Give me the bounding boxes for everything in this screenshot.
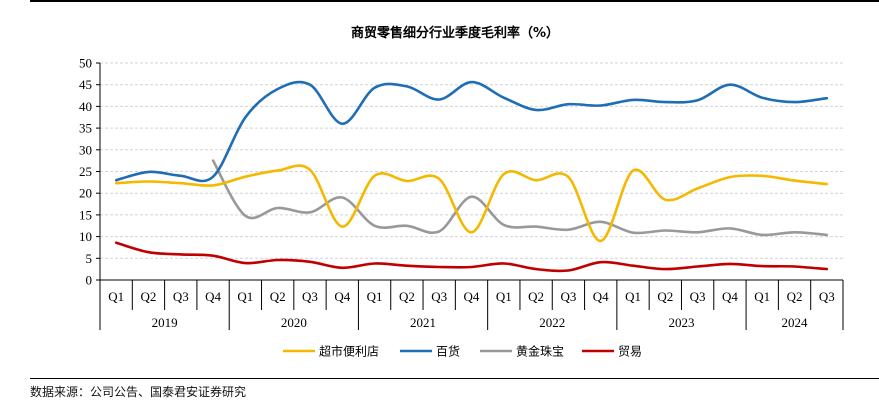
x-tick-label: Q4: [722, 289, 738, 304]
chart-title: 商贸零售细分行业季度毛利率（%）: [351, 25, 559, 41]
top-rule: [30, 0, 879, 2]
x-tick-label: Q3: [690, 289, 706, 304]
x-tick-label: Q2: [528, 289, 544, 304]
x-tick-label: Q4: [593, 289, 609, 304]
x-tick-label: Q3: [560, 289, 576, 304]
x-tick-label: Q1: [367, 289, 383, 304]
y-tick-label: 10: [79, 229, 92, 244]
x-tick-label: Q3: [173, 289, 189, 304]
year-label: 2019: [152, 315, 178, 330]
grid-layer: [100, 62, 843, 259]
source-note: 数据来源：公司公告、国泰君安证券研究: [30, 385, 247, 399]
x-tick-label: Q4: [464, 289, 480, 304]
y-tick-label: 45: [79, 77, 92, 92]
x-tick-label: Q2: [141, 289, 157, 304]
bottom-rule: [30, 378, 879, 379]
series-line-4: [114, 241, 829, 273]
x-tick-label: Q1: [237, 289, 253, 304]
x-tick-label: Q2: [657, 289, 673, 304]
axis-layer: 0 5 10 15 20 25 30 35 40 45 50 Q1 Q2 Q3 Q4 Q1 Q2 Q3 Q4 Q1 Q2…: [79, 56, 844, 330]
x-tick-label: Q3: [819, 289, 835, 304]
x-tick-label: Q4: [205, 289, 221, 304]
x-tick-label: Q1: [108, 289, 124, 304]
y-tick-label: 50: [79, 56, 92, 71]
y-tick-label: 15: [79, 207, 92, 222]
year-label: 2023: [668, 315, 694, 330]
year-label: 2022: [539, 315, 565, 330]
year-label: 2024: [782, 315, 809, 330]
x-tick-label: Q3: [302, 289, 318, 304]
y-tick-label: 5: [86, 251, 93, 266]
series-line-3: [211, 159, 829, 237]
x-tick-label: Q3: [431, 289, 447, 304]
x-tick-label: Q1: [754, 289, 770, 304]
y-tick-label: 25: [79, 164, 92, 179]
x-tick-label: Q2: [787, 289, 803, 304]
x-tick-label: Q1: [625, 289, 641, 304]
series-line-2: [114, 80, 829, 183]
legend-label: 黄金珠宝: [516, 344, 564, 359]
year-label: 2021: [410, 315, 436, 330]
x-tick-label: Q2: [399, 289, 415, 304]
legend-label: 超市便利店: [319, 344, 379, 359]
year-label: 2020: [281, 315, 307, 330]
y-tick-label: 20: [79, 186, 92, 201]
y-tick-label: 35: [79, 121, 92, 136]
x-tick-label: Q2: [270, 289, 286, 304]
x-tick-label: Q4: [334, 289, 350, 304]
y-tick-label: 30: [79, 142, 92, 157]
x-tick-label: Q1: [496, 289, 512, 304]
y-tick-label: 40: [79, 99, 92, 114]
legend-label: 百货: [436, 344, 460, 359]
y-tick-label: 0: [86, 273, 93, 288]
legend: 超市便利店 百货 黄金珠宝 贸易: [283, 344, 642, 359]
legend-label: 贸易: [618, 345, 642, 359]
series-line-1: [114, 164, 829, 243]
line-chart: 商贸零售细分行业季度毛利率（%） 0 5 10 15 20 25 30 35 40 45 50 Q1 Q…: [79, 25, 844, 359]
series-layer: [114, 80, 829, 273]
